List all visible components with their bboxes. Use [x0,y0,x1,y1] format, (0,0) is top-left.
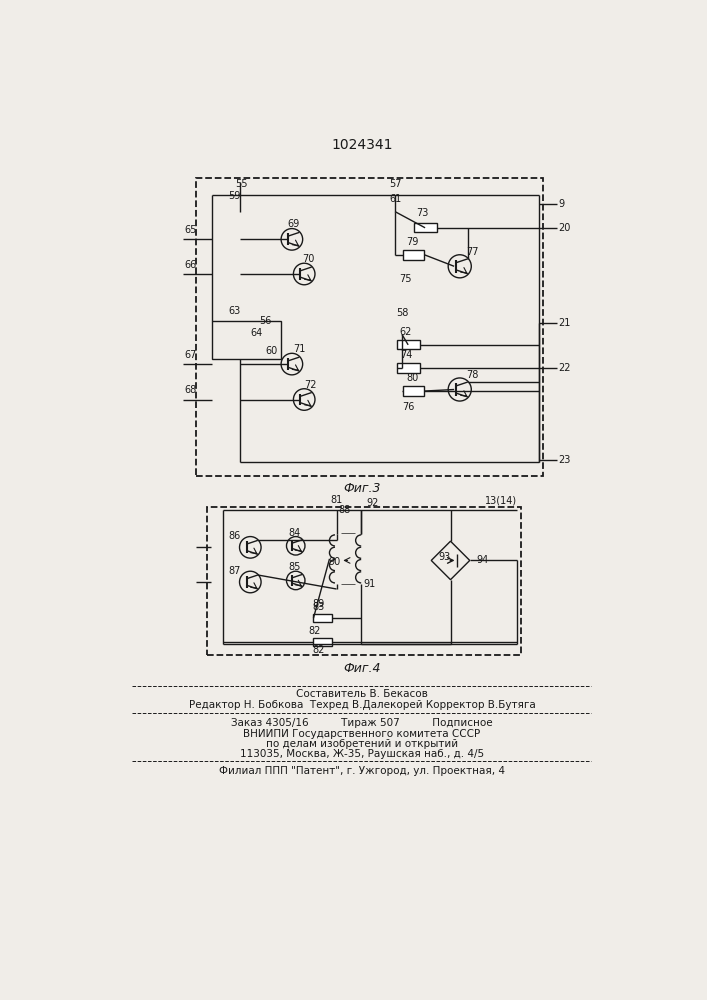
Text: 72: 72 [304,380,317,390]
Text: по делам изобретений и открытий: по делам изобретений и открытий [266,739,458,749]
Text: 63: 63 [229,306,241,316]
Text: 91: 91 [363,579,375,589]
Text: 59: 59 [228,191,240,201]
Text: 65: 65 [184,225,197,235]
Text: 1024341: 1024341 [331,138,392,152]
Text: 77: 77 [466,247,479,257]
Text: 21: 21 [559,318,571,328]
Text: 56: 56 [259,316,272,326]
Text: 92: 92 [366,498,379,508]
Text: 71: 71 [293,344,305,354]
Text: 66: 66 [184,260,197,270]
Bar [207,507,521,655]
Text: 82: 82 [312,645,325,655]
Text: 93: 93 [438,552,450,562]
Text: 75: 75 [399,274,412,284]
Text: 67: 67 [184,350,197,360]
Bar [414,223,437,232]
Text: Фиг.3: Фиг.3 [343,482,380,495]
Text: 87: 87 [229,566,241,576]
Text: Заказ 4305/16          Тираж 507          Подписное: Заказ 4305/16 Тираж 507 Подписное [231,718,493,728]
Text: 74: 74 [400,350,413,360]
Bar [403,250,424,260]
Text: 68: 68 [184,385,197,395]
Text: 58: 58 [396,308,408,318]
Text: Филиал ППП "Патент", г. Ужгород, ул. Проектная, 4: Филиал ППП "Патент", г. Ужгород, ул. Про… [219,766,505,776]
Text: 88: 88 [338,505,351,515]
Text: 23: 23 [559,455,571,465]
Text: 69: 69 [287,219,300,229]
Text: 80: 80 [406,373,418,383]
Text: Фиг.4: Фиг.4 [343,662,380,675]
Text: 62: 62 [399,327,412,337]
Text: 61: 61 [389,194,401,204]
Text: 57: 57 [389,179,402,189]
Bar [313,614,332,622]
Bar [397,340,420,349]
Text: 60: 60 [266,346,278,356]
Text: 113035, Москва, Ж-35, Раушская наб., д. 4/5: 113035, Москва, Ж-35, Раушская наб., д. … [240,749,484,759]
Text: 83: 83 [312,602,325,612]
Text: 78: 78 [466,370,478,380]
Text: 81: 81 [330,495,343,505]
Text: 79: 79 [406,237,418,247]
Bar [212,321,281,359]
Text: 90: 90 [328,557,340,567]
Text: 20: 20 [559,223,571,233]
Text: ВНИИПИ Государственного комитета СССР: ВНИИПИ Государственного комитета СССР [243,729,481,739]
Text: 85: 85 [288,562,300,572]
Text: 13(14): 13(14) [486,495,518,505]
Text: Редактор Н. Бобкова  Техред В.Далекорей Корректор В.Бутяга: Редактор Н. Бобкова Техред В.Далекорей К… [189,700,535,710]
Text: 84: 84 [288,528,300,538]
Text: 89: 89 [312,599,325,609]
Bar [397,363,420,373]
Bar [197,178,543,476]
Bar [313,638,332,646]
Bar [403,386,424,396]
Text: 70: 70 [302,254,314,264]
Text: 55: 55 [235,179,247,189]
Text: 9: 9 [559,199,564,209]
Text: 76: 76 [402,402,414,412]
Text: 86: 86 [229,531,241,541]
Text: 94: 94 [476,555,488,565]
Text: 82: 82 [309,626,321,636]
Text: 22: 22 [559,363,571,373]
Text: 73: 73 [416,208,428,218]
Text: Составитель В. Бекасов: Составитель В. Бекасов [296,689,428,699]
Text: 64: 64 [250,328,262,338]
